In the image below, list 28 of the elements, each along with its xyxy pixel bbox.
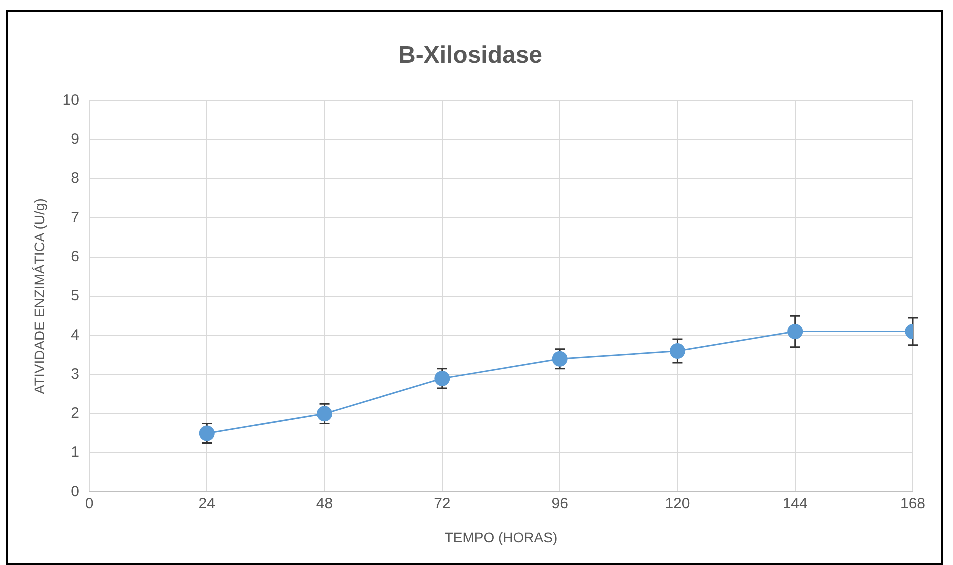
x-axis-title: TEMPO (HORAS) (444, 529, 558, 546)
x-tick-label: 0 (85, 495, 94, 512)
y-tick-label: 6 (71, 248, 80, 266)
y-tick-label: 0 (71, 483, 80, 500)
y-tick-label: 5 (71, 288, 80, 305)
x-tick-label: 120 (665, 495, 690, 512)
y-tick-label: 4 (71, 326, 80, 344)
x-tick-label: 48 (316, 495, 334, 512)
x-tick-label: 96 (552, 495, 568, 512)
x-tick-label: 144 (782, 495, 808, 512)
point (317, 406, 333, 422)
y-tick-label: 8 (71, 170, 80, 188)
y-tick-label: 7 (71, 209, 80, 226)
y-tick-label: 1 (71, 444, 80, 462)
y-tick-label: 2 (71, 405, 80, 422)
point (788, 324, 804, 340)
point (552, 351, 568, 367)
chart-title: B-Xilosidase (398, 42, 543, 70)
y-tick-label: 9 (71, 131, 80, 148)
x-tick-label: 24 (198, 495, 216, 512)
y-tick-label: 10 (62, 92, 80, 109)
x-tick-label: 168 (900, 495, 926, 512)
point (199, 426, 215, 442)
y-tick-label: 3 (71, 366, 80, 383)
point (670, 344, 686, 360)
y-axis-title: ATIVIDADE ENZIMÁTICA (U/g) (31, 198, 48, 394)
x-tick-label: 72 (434, 495, 451, 512)
point (434, 370, 450, 386)
